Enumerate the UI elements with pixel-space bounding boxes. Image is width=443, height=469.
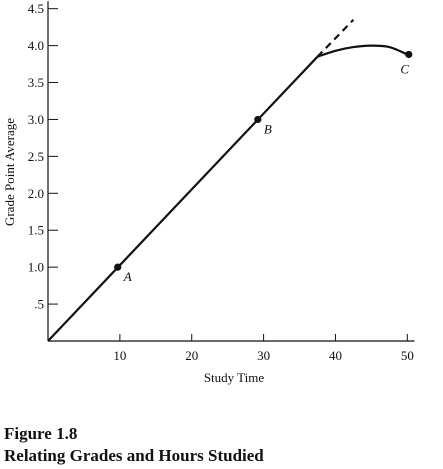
y-axis-label: Grade Point Average	[2, 118, 17, 226]
x-axis-label: Study Time	[204, 370, 265, 385]
y-tick-label: 4.0	[28, 38, 44, 53]
y-tick-label: 2.0	[28, 186, 44, 201]
figure-number: Figure 1.8	[4, 424, 78, 443]
point-label-b: B	[264, 121, 272, 136]
series-line-1	[47, 55, 319, 342]
axes: 10 20 30 40 50 .5 1.0 1.5 2.0 2.5 3.0 3.5 4.0 4.5	[28, 1, 415, 363]
series-line-2	[316, 18, 355, 58]
point-label-c: C	[400, 61, 409, 76]
y-tick-label: 1.0	[28, 260, 44, 275]
y-tick-label: 3.0	[28, 112, 44, 127]
x-tick-label: 30	[257, 348, 270, 363]
point-a	[114, 263, 122, 271]
y-tick-label: 3.5	[28, 75, 44, 90]
chart: 10 20 30 40 50 .5 1.0 1.5 2.0 2.5 3.0 3.5 4.0 4.5 A B C…	[2, 1, 415, 385]
point-label-a: A	[123, 269, 132, 284]
y-tick-label: .5	[34, 297, 44, 312]
x-tick-label: 20	[185, 348, 198, 363]
x-tick-label: 10	[113, 348, 126, 363]
x-tick-label: 40	[329, 348, 342, 363]
y-tick-label: 1.5	[28, 223, 44, 238]
x-tick-label: 50	[401, 348, 414, 363]
figure-title: Relating Grades and Hours Studied	[4, 446, 264, 465]
points-layer: A B C	[114, 50, 413, 284]
point-b	[254, 115, 262, 124]
series-line-3	[317, 44, 408, 58]
y-tick-label: 2.5	[28, 149, 44, 164]
point-c	[405, 50, 413, 59]
series-layer	[47, 18, 408, 342]
y-tick-label: 4.5	[28, 1, 44, 16]
